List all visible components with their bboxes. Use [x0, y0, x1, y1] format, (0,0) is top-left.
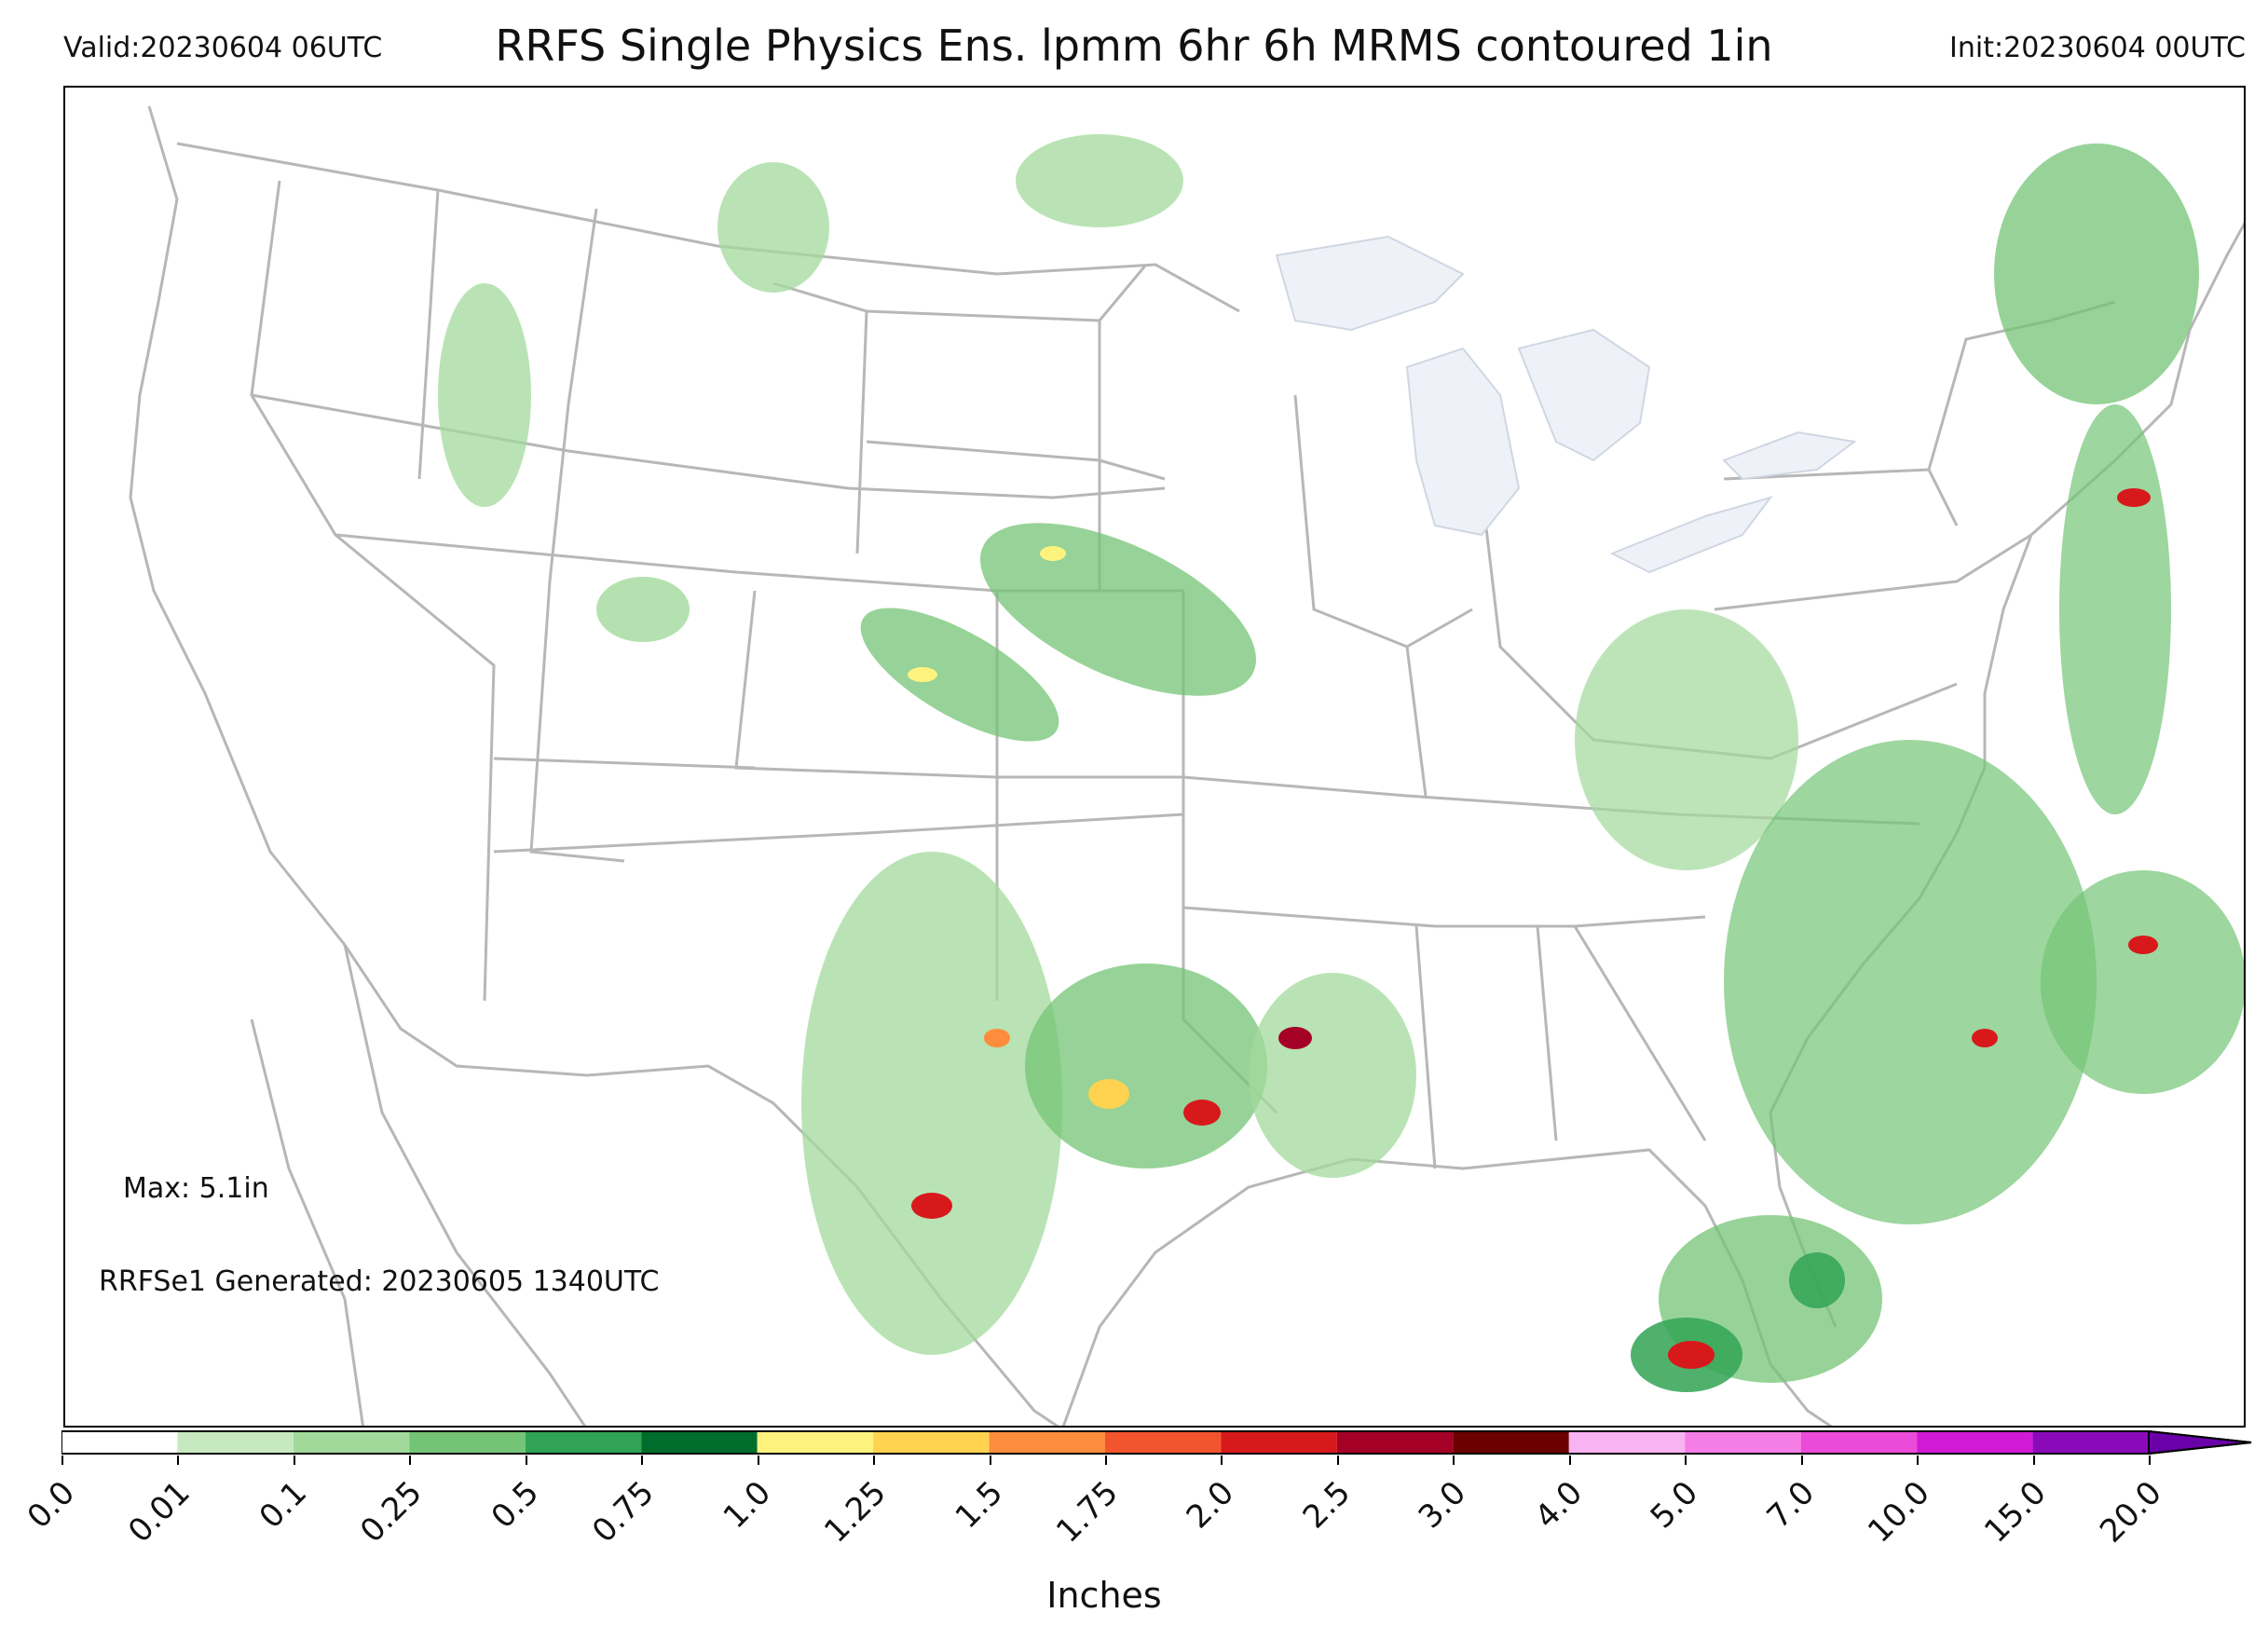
- colorbar-tick-label: 0.0: [20, 1473, 83, 1537]
- colorbar-tick-label: 2.5: [1295, 1473, 1359, 1537]
- colorbar-tick-mark: [1800, 1456, 1803, 1465]
- colorbar-tick-label: 0.5: [484, 1473, 546, 1537]
- colorbar-tick-mark: [1685, 1456, 1687, 1465]
- colorbar-tick-label: 2.0: [1180, 1473, 1242, 1537]
- colorbar-tick-label: 1.0: [716, 1473, 778, 1537]
- colorbar-tick-mark: [177, 1456, 180, 1465]
- precip-areas: [438, 134, 2244, 1392]
- colorbar-tick-mark: [989, 1456, 991, 1465]
- colorbar-tick-label: 5.0: [1643, 1473, 1706, 1537]
- colorbar-tick-mark: [1453, 1456, 1455, 1465]
- colorbar-tick-mark: [1917, 1456, 1920, 1465]
- colorbar-tick-label: 3.0: [1412, 1473, 1474, 1537]
- colorbar-segment: [873, 1431, 990, 1454]
- colorbar-tick-mark: [757, 1456, 759, 1465]
- colorbar-unit-label: Inches: [1046, 1575, 1162, 1616]
- init-time-label: Init:20230604 00UTC: [1949, 32, 2246, 64]
- colorbar-tick-mark: [1221, 1456, 1223, 1465]
- colorbar-segment: [1685, 1431, 1801, 1454]
- colorbar-extend-arrow: [2148, 1429, 2252, 1456]
- colorbar-tick-mark: [1336, 1456, 1339, 1465]
- colorbar-strip: [61, 1429, 2252, 1456]
- colorbar-outline: [61, 1430, 2252, 1455]
- max-value-label: Max: 5.1in: [123, 1172, 269, 1205]
- colorbar-segment: [1917, 1431, 2033, 1454]
- colorbar-tick-mark: [2032, 1456, 2035, 1465]
- colorbar-tick-label: 1.25: [817, 1473, 894, 1551]
- colorbar-segment: [2032, 1431, 2149, 1454]
- colorbar: [61, 1429, 2261, 1459]
- colorbar-tick-label: 20.0: [2093, 1473, 2169, 1551]
- valid-time-label: Valid:20230604 06UTC: [63, 32, 383, 64]
- colorbar-segment: [293, 1431, 410, 1454]
- colorbar-tick-label: 0.1: [252, 1473, 315, 1537]
- colorbar-segment: [641, 1431, 758, 1454]
- colorbar-tick-label: 7.0: [1759, 1473, 1822, 1537]
- generated-label: RRFSe1 Generated: 20230605 1340UTC: [99, 1265, 660, 1298]
- colorbar-tick-mark: [525, 1456, 527, 1465]
- colorbar-tick-mark: [1105, 1456, 1107, 1465]
- colorbar-segment: [1105, 1431, 1222, 1454]
- colorbar-tick-label: 0.25: [353, 1473, 430, 1551]
- colorbar-tick-mark: [2149, 1456, 2151, 1465]
- great-lakes: [1275, 235, 1857, 574]
- colorbar-segment: [1568, 1431, 1686, 1454]
- colorbar-tick-mark: [61, 1456, 63, 1465]
- colorbar-tick-label: 1.75: [1049, 1473, 1126, 1551]
- colorbar-tick-label: 0.75: [585, 1473, 663, 1551]
- colorbar-segment: [1800, 1431, 1918, 1454]
- colorbar-segment: [61, 1431, 178, 1454]
- map-canvas: [129, 105, 2244, 1426]
- colorbar-tick-label: 0.01: [121, 1473, 198, 1551]
- colorbar-segment: [1221, 1431, 1337, 1454]
- colorbar-segment: [989, 1431, 1105, 1454]
- colorbar-tick-mark: [1568, 1456, 1571, 1465]
- colorbar-tick-mark: [293, 1456, 295, 1465]
- colorbar-segment: [1453, 1431, 1569, 1454]
- precip-map: Max: 5.1in RRFSe1 Generated: 20230605 13…: [63, 86, 2246, 1428]
- colorbar-tick-label: 10.0: [1861, 1473, 1937, 1551]
- colorbar-segment: [177, 1431, 294, 1454]
- colorbar-tick-mark: [641, 1456, 644, 1465]
- colorbar-segment: [1336, 1431, 1454, 1454]
- colorbar-tick-label: 15.0: [1976, 1473, 2054, 1551]
- colorbar-segment: [757, 1431, 874, 1454]
- colorbar-tick-mark: [873, 1456, 876, 1465]
- colorbar-tick-mark: [409, 1456, 412, 1465]
- colorbar-segment: [525, 1431, 642, 1454]
- colorbar-segment: [409, 1431, 526, 1454]
- colorbar-tick-label: 4.0: [1527, 1473, 1590, 1537]
- colorbar-tick-label: 1.5: [948, 1473, 1010, 1537]
- page-title: RRFS Single Physics Ens. lpmm 6hr 6h MRM…: [495, 20, 1773, 71]
